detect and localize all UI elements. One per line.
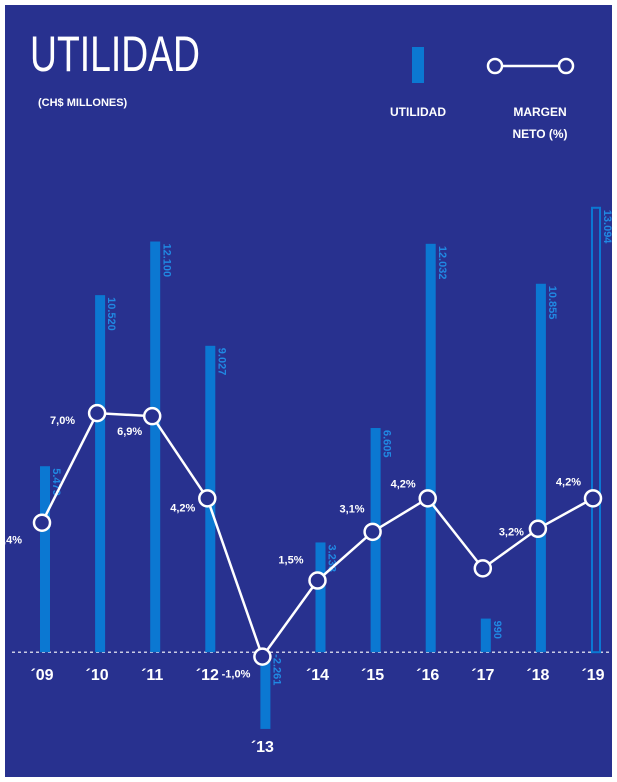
bar-value-label: 12.032 [436, 246, 448, 280]
line-point [583, 489, 603, 508]
x-tick-label: ´18 [526, 667, 549, 684]
bar-value-label: 13.094 [601, 210, 613, 245]
legend-line-icon [557, 57, 575, 75]
bar-value-label: 10.855 [546, 286, 558, 320]
legend-label: MARGEN NETO (%) [512, 105, 568, 141]
line-point [253, 647, 272, 666]
bar [95, 295, 106, 653]
bar-value-label: -2.261 [270, 654, 282, 685]
line-value-label: 3,2% [499, 527, 524, 539]
bar [591, 206, 601, 654]
bar-value-label: 12.100 [160, 244, 172, 278]
x-tick-label: ´15 [361, 667, 384, 684]
bar-value-label: 6.605 [381, 430, 393, 458]
line-point [87, 403, 107, 423]
background [5, 5, 612, 777]
line-value-label: -1,0% [222, 669, 251, 681]
line-value-label: 4,2% [391, 478, 416, 490]
bar-value-label: 5.479 [50, 468, 62, 496]
chart-subtitle: (CH$ MILLONES) [38, 97, 128, 109]
x-tick-label: ´17 [471, 667, 494, 684]
line-value-label: 4,2% [170, 502, 195, 514]
bar-value-label: 9.027 [215, 348, 227, 376]
x-tick-label: ´16 [416, 667, 439, 684]
bar [315, 542, 326, 653]
line-point [418, 489, 437, 508]
legend-bar-icon [412, 47, 424, 83]
line-point [363, 522, 382, 542]
x-tick-label: ´10 [86, 667, 109, 684]
bar-value-label: 990 [491, 621, 503, 639]
bar [425, 243, 436, 653]
line-value-label: 1,5% [278, 554, 303, 566]
line-value-label: 3,4% [0, 535, 22, 547]
line-point [528, 519, 548, 539]
x-tick-label: ´12 [196, 667, 219, 684]
bar [535, 283, 546, 653]
line-value-label: 6,9% [117, 426, 142, 438]
x-tick-label: ´11 [141, 667, 163, 684]
bar-value-label: 10.520 [105, 297, 117, 331]
legend-line-icon [486, 57, 504, 75]
legend-label: UTILIDAD [390, 105, 446, 119]
line-point [473, 559, 493, 578]
x-tick-label: ´13 [251, 739, 274, 756]
line-point [198, 489, 217, 508]
line-value-label: 4,2% [556, 476, 581, 488]
x-tick-label: ´14 [306, 667, 329, 684]
line-value-label: 3,1% [340, 504, 365, 516]
line-point [308, 571, 327, 590]
x-tick-label: ´09 [30, 667, 53, 684]
bar [40, 466, 50, 653]
bar [480, 618, 491, 653]
chart-title: UTILIDAD [30, 26, 200, 82]
x-tick-label: ´19 [581, 667, 604, 684]
line-point [142, 406, 162, 426]
bar [260, 652, 271, 729]
bar [150, 241, 161, 653]
line-value-label: 7,0% [50, 415, 75, 427]
line-point [32, 513, 52, 532]
